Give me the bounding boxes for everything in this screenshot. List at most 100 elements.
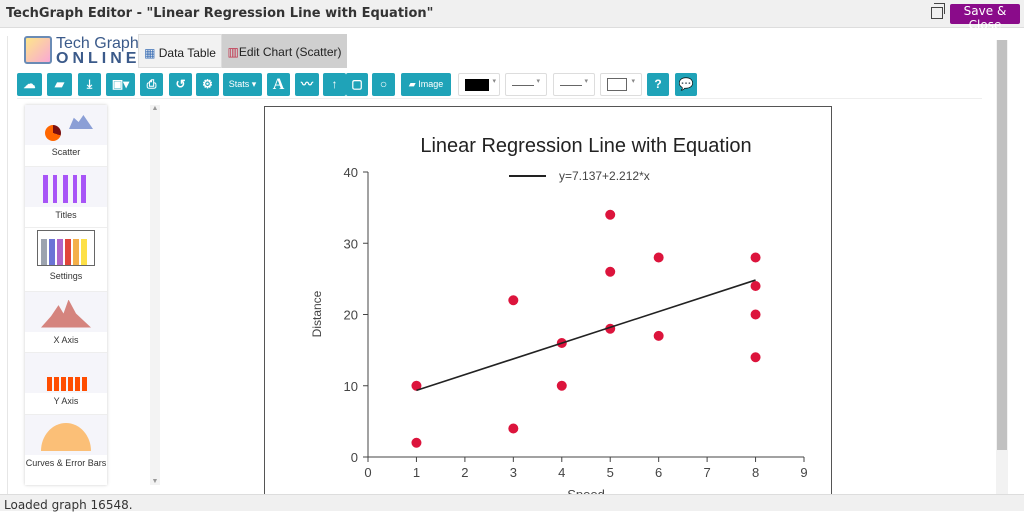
download-button[interactable]: ⤓ bbox=[78, 73, 101, 96]
square-icon: ▢ bbox=[351, 77, 363, 91]
data-point bbox=[411, 437, 422, 448]
chart-options-panel: Scatter Titles Settings X Axis Y Axis Cu… bbox=[25, 105, 107, 485]
data-point bbox=[605, 266, 616, 277]
line-width-dropdown[interactable]: ▾ bbox=[553, 73, 595, 96]
x-tick-label: 8 bbox=[752, 465, 759, 480]
legend-label: y=7.137+2.212*x bbox=[559, 169, 650, 183]
sidebar-item-label: X Axis bbox=[53, 334, 79, 345]
logo-line2: ONLINE bbox=[56, 50, 141, 67]
data-point bbox=[750, 309, 761, 320]
data-point bbox=[653, 330, 664, 341]
x-tick-label: 2 bbox=[461, 465, 468, 480]
image-file-icon: ▣▾ bbox=[111, 77, 130, 91]
data-point bbox=[750, 352, 761, 363]
circle-button[interactable]: ○ bbox=[372, 73, 395, 96]
settings-button[interactable]: ⚙ bbox=[196, 73, 219, 96]
save-close-button[interactable]: Save & Close bbox=[950, 4, 1020, 32]
tab-data-table[interactable]: ▦ Data Table bbox=[138, 34, 222, 68]
line-sample bbox=[560, 85, 582, 86]
line-chart-icon: 〰 bbox=[300, 77, 313, 91]
rectangle-button[interactable]: ▢ bbox=[346, 73, 368, 96]
data-point bbox=[750, 281, 761, 291]
color-swatch bbox=[465, 79, 489, 91]
line-sample bbox=[512, 85, 534, 86]
arrow-button[interactable]: ↑ bbox=[323, 73, 346, 96]
print-icon: ⎙ bbox=[146, 77, 157, 91]
sidebar-item-settings[interactable]: Settings bbox=[25, 230, 107, 292]
arrow-up-icon: ↑ bbox=[331, 77, 338, 91]
line-button[interactable]: 〰 bbox=[295, 73, 319, 96]
insert-image-button[interactable]: ▰ Image bbox=[401, 73, 451, 96]
x-tick-label: 5 bbox=[607, 465, 614, 480]
open-button[interactable]: ▰ bbox=[47, 73, 72, 96]
sidebar-item-x-axis[interactable]: X Axis bbox=[25, 291, 107, 353]
logo-icon bbox=[24, 36, 52, 64]
caret-down-icon: ▾ bbox=[492, 78, 496, 85]
chart-title: Linear Regression Line with Equation bbox=[420, 135, 751, 157]
curves-thumbnail-icon bbox=[25, 414, 107, 455]
data-point bbox=[411, 380, 422, 391]
sidebar-item-curves-error-bars[interactable]: Curves & Error Bars bbox=[25, 414, 107, 477]
data-point bbox=[556, 380, 567, 391]
sidebar-item-titles[interactable]: Titles bbox=[25, 166, 107, 228]
x-axis-thumbnail-icon bbox=[25, 291, 107, 332]
stats-dropdown[interactable]: Stats ▾ bbox=[223, 73, 262, 96]
y-tick-label: 20 bbox=[344, 308, 358, 323]
folder-open-icon: ▰ bbox=[54, 77, 65, 91]
tab-label: Data Table bbox=[158, 46, 216, 60]
border-sample bbox=[607, 78, 627, 91]
settings-thumbnail-icon bbox=[37, 230, 95, 266]
tab-edit-chart[interactable]: ▥Edit Chart (Scatter) bbox=[222, 34, 347, 68]
y-tick-label: 30 bbox=[344, 236, 358, 251]
upload-button[interactable]: ☁ bbox=[17, 73, 42, 96]
border-dropdown[interactable]: ▾ bbox=[600, 73, 642, 96]
sidebar-item-label: Scatter bbox=[51, 147, 81, 157]
text-button[interactable]: A bbox=[267, 73, 290, 96]
speech-bubble-icon: 💬 bbox=[678, 77, 694, 91]
caret-down-icon: ▾ bbox=[584, 78, 588, 85]
line-style-dropdown[interactable]: ▾ bbox=[505, 73, 547, 96]
regression-line bbox=[416, 279, 756, 392]
sidebar-item-scatter[interactable]: Scatter bbox=[25, 105, 107, 167]
y-tick-label: 10 bbox=[344, 379, 358, 394]
data-point bbox=[508, 423, 519, 434]
tab-label: Edit Chart (Scatter) bbox=[238, 45, 342, 59]
sidebar-item-y-axis[interactable]: Y Axis bbox=[25, 353, 107, 415]
bar-chart-icon: ▥ bbox=[227, 45, 239, 59]
caret-down-icon: ▾ bbox=[631, 78, 635, 85]
export-image-button[interactable]: ▣▾ bbox=[106, 73, 135, 96]
cloud-upload-icon: ☁ bbox=[23, 77, 36, 91]
data-point bbox=[750, 252, 761, 263]
comment-button[interactable]: 💬 bbox=[675, 73, 697, 96]
data-point bbox=[508, 295, 519, 306]
print-button[interactable]: ⎙ bbox=[140, 73, 163, 96]
toolbar-divider bbox=[17, 98, 982, 99]
title-bar: TechGraph Editor - "Linear Regression Li… bbox=[0, 0, 1024, 32]
sidebar-item-label: Y Axis bbox=[53, 396, 79, 406]
x-tick-label: 6 bbox=[655, 465, 662, 480]
undo-button[interactable]: ↺ bbox=[169, 73, 192, 96]
caret-down-icon: ▾ bbox=[536, 78, 540, 85]
status-bar: Loaded graph 16548. bbox=[0, 494, 1024, 512]
restore-icon[interactable] bbox=[931, 3, 945, 19]
x-tick-label: 4 bbox=[558, 465, 565, 480]
color-picker[interactable]: ▾ bbox=[458, 73, 500, 96]
question-icon: ? bbox=[654, 77, 662, 91]
logo: Tech Graph ONLINE bbox=[56, 36, 141, 67]
chart-frame: Linear Regression Line with Equation y=7… bbox=[264, 106, 832, 506]
folder-open-icon: ▰ bbox=[408, 79, 419, 89]
scatter-chart[interactable]: Linear Regression Line with Equation y=7… bbox=[265, 107, 833, 507]
window-title: TechGraph Editor - "Linear Regression Li… bbox=[6, 6, 434, 21]
y-axis-thumbnail-icon bbox=[25, 353, 107, 393]
image-label: Image bbox=[418, 79, 444, 89]
undo-icon: ↺ bbox=[175, 77, 186, 91]
data-point bbox=[605, 209, 616, 220]
data-point bbox=[653, 252, 664, 263]
help-button[interactable]: ? bbox=[647, 73, 669, 96]
page-scrollbar-thumb[interactable] bbox=[997, 40, 1007, 450]
x-tick-label: 3 bbox=[510, 465, 517, 480]
y-tick-label: 0 bbox=[351, 450, 358, 465]
x-tick-label: 1 bbox=[413, 465, 420, 480]
sidebar-scrollbar[interactable]: ▲ ▼ bbox=[150, 105, 160, 485]
x-tick-label: 7 bbox=[703, 465, 710, 480]
